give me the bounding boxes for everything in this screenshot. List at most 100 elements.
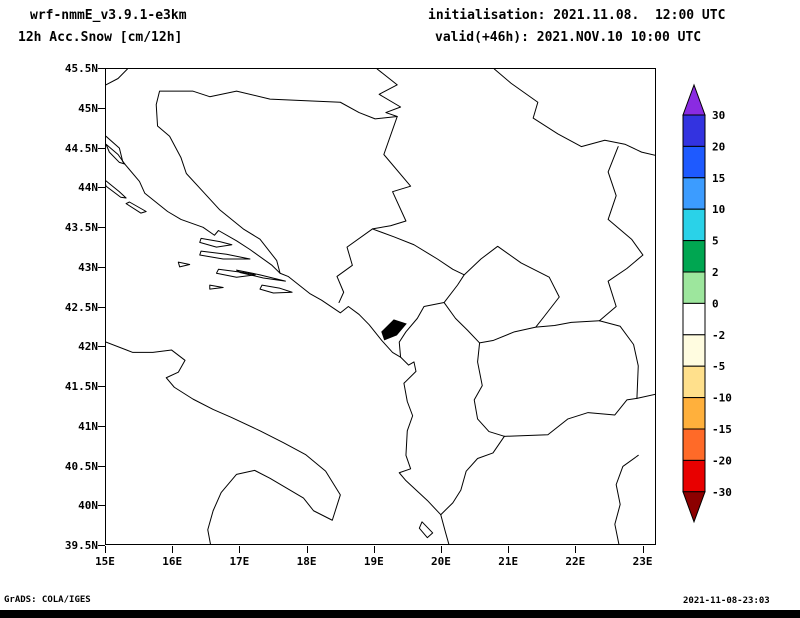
y-axis-label-40.5N: 40.5N xyxy=(64,459,98,473)
colorbar-label-5: 5 xyxy=(712,235,719,248)
y-axis-tick xyxy=(98,545,105,546)
x-axis-tick xyxy=(172,546,174,553)
colorbar-label-2: 2 xyxy=(712,266,719,279)
y-axis-tick xyxy=(98,425,105,427)
map-plot-frame xyxy=(105,68,656,545)
colorbar-band xyxy=(682,302,706,336)
model-title: wrf-nmmE_v3.9.1-e3km xyxy=(30,8,187,23)
colorbar-band xyxy=(682,365,706,399)
x-axis-tick xyxy=(575,546,577,553)
y-axis-label-39.5N: 39.5N xyxy=(64,539,98,552)
x-axis-label-23E: 23E xyxy=(632,555,653,568)
bosnia-border xyxy=(156,91,410,302)
header-left: wrf-nmmE_v3.9.1-e3km 12h Acc.Snow [cm/12… xyxy=(18,5,187,49)
colorbar-band xyxy=(682,397,706,430)
colorbar-band xyxy=(682,428,706,461)
colorbar-label-10: 10 xyxy=(712,203,725,216)
colorbar-arrow-top xyxy=(682,83,706,116)
colorbar-label-0: 0 xyxy=(712,297,719,310)
colorbar-band xyxy=(682,114,706,147)
y-axis-tick xyxy=(98,346,105,348)
y-axis-tick xyxy=(98,465,105,467)
y-axis-label-45N: 45N xyxy=(78,101,98,115)
albania-greece-border xyxy=(441,436,505,514)
serbia-romania-danube-border xyxy=(494,69,655,156)
island-brac xyxy=(200,238,232,247)
x-axis-label-22E: 22E xyxy=(565,555,586,568)
colorbar-band xyxy=(682,459,706,493)
montenegro-albania-border xyxy=(399,303,444,358)
colorbar-band xyxy=(682,271,706,304)
island-kornati xyxy=(126,202,146,213)
island-hvar xyxy=(200,251,250,259)
bottom-black-bar xyxy=(0,610,800,618)
colorbar-band xyxy=(682,145,706,179)
x-axis-label-21E: 21E xyxy=(498,555,519,568)
y-axis-tick xyxy=(98,147,105,149)
y-axis-tick xyxy=(98,266,105,268)
adriatic-east-coastline xyxy=(106,136,449,544)
y-axis-label-43N: 43N xyxy=(78,260,98,274)
lake-skadar xyxy=(382,320,406,340)
x-axis-label-17E: 17E xyxy=(229,555,250,568)
island-vis xyxy=(178,262,189,267)
montenegro-serbia-border xyxy=(372,229,464,275)
x-axis-tick xyxy=(440,546,442,553)
x-axis-tick xyxy=(373,546,375,553)
x-axis-label-19E: 19E xyxy=(363,555,384,568)
island-lastovo xyxy=(210,285,223,289)
colorbar-label-30: 30 xyxy=(712,109,725,122)
island-dugi-otok xyxy=(106,180,126,198)
colorbar-label-20: 20 xyxy=(712,140,725,153)
coastlines-and-borders xyxy=(106,69,655,544)
valid-time-label: valid(+46h): 2021.NOV.10 10:00 UTC xyxy=(435,30,702,45)
island-pag xyxy=(106,144,125,164)
albania-macedonia-border xyxy=(474,343,504,436)
x-axis-tick xyxy=(239,546,241,553)
serbia-macedonia-border xyxy=(536,321,600,327)
y-axis-tick xyxy=(98,306,105,308)
colorbar-label--2: -2 xyxy=(712,329,725,342)
y-axis-label-42N: 42N xyxy=(78,340,98,354)
y-axis-label-41N: 41N xyxy=(78,419,98,433)
y-axis-label-44N: 44N xyxy=(78,181,98,195)
y-axis-tick xyxy=(98,386,105,387)
x-axis-label-18E: 18E xyxy=(296,555,317,568)
y-axis-tick xyxy=(98,187,105,189)
colorbar-band xyxy=(682,240,706,273)
greece-bulgaria-border xyxy=(637,394,655,399)
x-axis-tick xyxy=(306,546,308,553)
colorbar-label-15: 15 xyxy=(712,172,725,185)
colorbar-label--20: -20 xyxy=(712,454,732,467)
y-axis-label-45.5N: 45.5N xyxy=(64,62,98,75)
x-axis-label-20E: 20E xyxy=(431,555,451,568)
y-axis-tick xyxy=(98,107,105,109)
peljesac-peninsula xyxy=(237,270,286,281)
creation-timestamp: 2021-11-08-23:03 xyxy=(683,596,770,606)
macedonia-greece-border xyxy=(504,398,637,436)
slovenia-croatia-border xyxy=(106,69,127,85)
x-axis-tick xyxy=(642,546,644,553)
y-axis-label-43.5N: 43.5N xyxy=(64,221,98,234)
y-axis-label-41.5N: 41.5N xyxy=(64,380,98,393)
kosovo-border xyxy=(444,246,559,343)
x-axis-label-16E: 16E xyxy=(162,555,183,568)
colorbar-label--15: -15 xyxy=(712,423,732,436)
italy-adriatic-coastline xyxy=(106,342,340,544)
y-axis-tick xyxy=(98,227,105,228)
island-mljet xyxy=(260,285,292,293)
colorbar-label--10: -10 xyxy=(712,392,732,405)
init-time-label: initialisation: 2021.11.08. 12:00 UTC xyxy=(428,8,726,23)
island-korcula xyxy=(216,269,255,277)
colorbar-band xyxy=(682,177,706,210)
variable-title: 12h Acc.Snow [cm/12h] xyxy=(18,30,183,45)
island-corfu xyxy=(419,522,432,538)
y-axis-tick xyxy=(98,68,105,69)
y-axis-tick xyxy=(98,505,105,507)
colorbar-arrow-bottom xyxy=(682,491,706,524)
greece-thermaic-coastline xyxy=(615,455,638,544)
grads-credit: GrADS: COLA/IGES xyxy=(4,595,91,605)
header-right: initialisation: 2021.11.08. 12:00 UTC va… xyxy=(428,5,725,49)
